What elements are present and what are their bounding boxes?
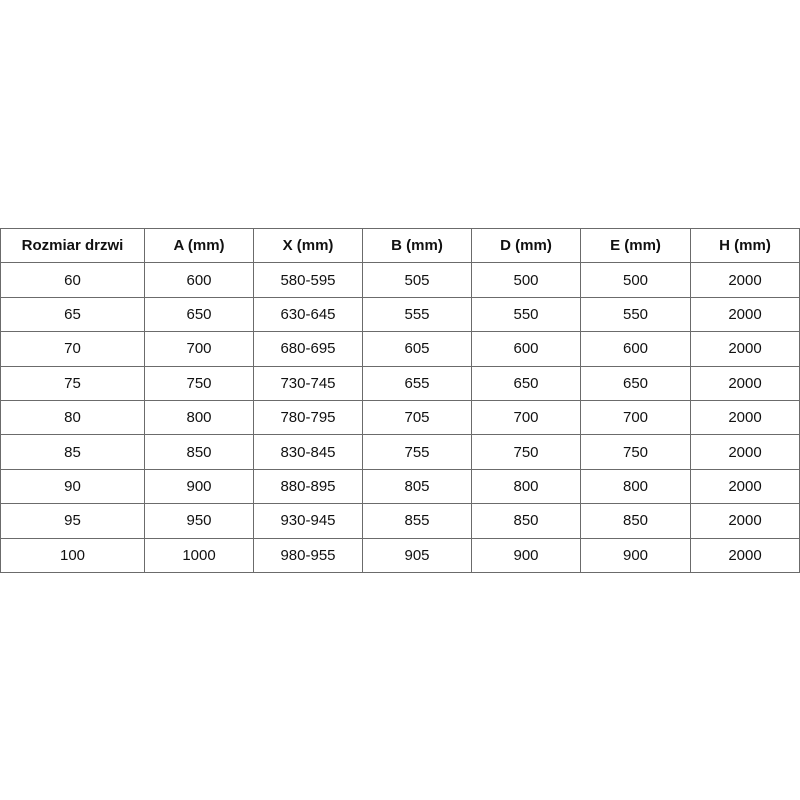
table-cell: 95 xyxy=(0,503,145,539)
table-row: 100 1000 980-955 905 900 900 2000 xyxy=(0,537,800,573)
table-cell: 550 xyxy=(580,296,691,333)
table-cell: 630-645 xyxy=(253,296,363,333)
table-cell: 75 xyxy=(0,365,145,401)
table-row: 75 750 730-745 655 650 650 2000 xyxy=(0,365,800,401)
table-cell: 555 xyxy=(362,296,472,333)
table-cell: 680-695 xyxy=(253,331,363,367)
table-cell: 650 xyxy=(580,365,691,401)
table-cell: 705 xyxy=(362,399,472,436)
table-cell: 855 xyxy=(362,503,472,539)
table-cell: 500 xyxy=(471,262,581,298)
column-header: D (mm) xyxy=(471,227,581,264)
table-cell: 2000 xyxy=(690,537,800,573)
table-cell: 90 xyxy=(0,468,145,505)
table-cell: 2000 xyxy=(690,399,800,436)
table-cell: 805 xyxy=(362,468,472,505)
dimensions-table: Rozmiar drzwi A (mm) X (mm) B (mm) D (mm) E (… xyxy=(0,227,800,573)
table-cell: 600 xyxy=(144,262,254,298)
column-header: H (mm) xyxy=(690,227,800,264)
table-row: 90 900 880-895 805 800 800 2000 xyxy=(0,468,800,505)
table-row: 80 800 780-795 705 700 700 2000 xyxy=(0,399,800,436)
table-cell: 800 xyxy=(144,399,254,436)
table-cell: 750 xyxy=(471,434,581,470)
table-cell: 980-955 xyxy=(253,537,363,573)
table-row: 60 600 580-595 505 500 500 2000 xyxy=(0,262,800,298)
table-cell: 650 xyxy=(471,365,581,401)
table-cell: 950 xyxy=(144,503,254,539)
table-cell: 905 xyxy=(362,537,472,573)
table-cell: 2000 xyxy=(690,365,800,401)
table-cell: 900 xyxy=(580,537,691,573)
table-cell: 500 xyxy=(580,262,691,298)
table-cell: 2000 xyxy=(690,434,800,470)
table-cell: 700 xyxy=(580,399,691,436)
table-row: 85 850 830-845 755 750 750 2000 xyxy=(0,434,800,470)
table-cell: 2000 xyxy=(690,296,800,333)
table-cell: 780-795 xyxy=(253,399,363,436)
table-cell: 60 xyxy=(0,262,145,298)
table-cell: 650 xyxy=(144,296,254,333)
table-cell: 65 xyxy=(0,296,145,333)
table-cell: 2000 xyxy=(690,468,800,505)
table-cell: 730-745 xyxy=(253,365,363,401)
table-cell: 700 xyxy=(144,331,254,367)
table-cell: 700 xyxy=(471,399,581,436)
table-row: 65 650 630-645 555 550 550 2000 xyxy=(0,296,800,333)
table-cell: 850 xyxy=(471,503,581,539)
table-cell: 750 xyxy=(144,365,254,401)
column-header: X (mm) xyxy=(253,227,363,264)
table-cell: 655 xyxy=(362,365,472,401)
table-cell: 1000 xyxy=(144,537,254,573)
table-cell: 930-945 xyxy=(253,503,363,539)
table-cell: 100 xyxy=(0,537,145,573)
table-cell: 750 xyxy=(580,434,691,470)
table-cell: 550 xyxy=(471,296,581,333)
table-cell: 800 xyxy=(471,468,581,505)
table-cell: 2000 xyxy=(690,503,800,539)
column-header: A (mm) xyxy=(144,227,254,264)
table-cell: 900 xyxy=(471,537,581,573)
table-cell: 600 xyxy=(471,331,581,367)
table-row: 95 950 930-945 855 850 850 2000 xyxy=(0,503,800,539)
column-header: E (mm) xyxy=(580,227,691,264)
column-header: B (mm) xyxy=(362,227,472,264)
table-row: 70 700 680-695 605 600 600 2000 xyxy=(0,331,800,367)
table-cell: 80 xyxy=(0,399,145,436)
table-cell: 2000 xyxy=(690,262,800,298)
table-cell: 900 xyxy=(144,468,254,505)
table-cell: 2000 xyxy=(690,331,800,367)
table-cell: 580-595 xyxy=(253,262,363,298)
table-cell: 70 xyxy=(0,331,145,367)
table-cell: 880-895 xyxy=(253,468,363,505)
column-header: Rozmiar drzwi xyxy=(0,227,145,264)
table-cell: 755 xyxy=(362,434,472,470)
table-cell: 505 xyxy=(362,262,472,298)
table-cell: 850 xyxy=(580,503,691,539)
table-cell: 600 xyxy=(580,331,691,367)
table-cell: 800 xyxy=(580,468,691,505)
header-row: Rozmiar drzwi A (mm) X (mm) B (mm) D (mm) E (… xyxy=(0,227,800,264)
table-cell: 850 xyxy=(144,434,254,470)
table-cell: 85 xyxy=(0,434,145,470)
table-cell: 605 xyxy=(362,331,472,367)
table-cell: 830-845 xyxy=(253,434,363,470)
